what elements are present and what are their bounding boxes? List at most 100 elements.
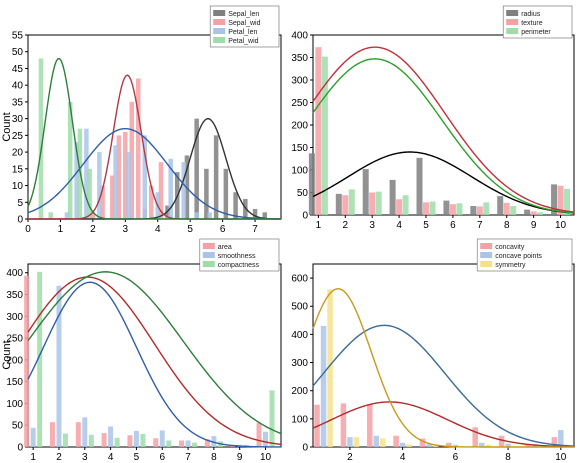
legend-label: Sepal_wid <box>228 20 260 27</box>
x-tick-label: 2 <box>343 220 349 231</box>
y-tick-label: 100 <box>6 399 23 410</box>
bar-concave-points <box>452 444 459 447</box>
legend-label: Petal_len <box>228 29 257 36</box>
legend-swatch <box>202 243 215 249</box>
bar-petal_len <box>126 152 131 219</box>
bar-petal_wid <box>87 168 92 219</box>
legend-box <box>476 238 573 272</box>
bar-concavity <box>551 437 558 447</box>
bar-texture <box>396 199 403 215</box>
bar-petal_len <box>84 128 89 219</box>
plot-frame <box>27 34 282 220</box>
bar-petal_len <box>64 212 70 219</box>
bar-concave-points <box>505 443 511 447</box>
y-tick-label: 400 <box>291 31 308 42</box>
y-axis-label: Count <box>1 112 13 141</box>
y-tick-label: 15 <box>12 164 24 175</box>
bar-sepal_len <box>252 208 258 219</box>
legend: area smoothness compactness <box>199 238 280 272</box>
bar-smoothness <box>30 427 36 447</box>
bar-compactness <box>88 434 94 447</box>
bar-radius <box>551 184 558 215</box>
bar-symmetry <box>406 444 412 447</box>
legend-swatch <box>213 28 226 34</box>
x-tick-label: 2 <box>90 224 96 235</box>
bar-compactness <box>37 271 43 447</box>
bar-concavity <box>419 438 426 447</box>
bar-area <box>204 439 210 447</box>
y-tick-label: 25 <box>12 131 24 142</box>
bar-area <box>179 440 185 447</box>
x-tick-label: 3 <box>123 224 129 235</box>
x-tick-label: 1 <box>30 452 36 463</box>
bar-petal_wid <box>48 212 53 219</box>
bar-perimeter <box>375 191 382 215</box>
legend-swatch <box>506 28 519 34</box>
y-tick-label: 30 <box>12 114 24 125</box>
bar-concavity <box>525 444 531 447</box>
bar-sepal_wid <box>129 101 135 219</box>
y-tick-label: 0 <box>302 443 308 454</box>
bar-smoothness <box>108 426 114 447</box>
bar-compactness <box>114 437 120 447</box>
bar-area <box>75 422 81 447</box>
bar-smoothness <box>159 430 165 447</box>
bar-petal_len <box>194 212 199 219</box>
legend: Sepal_len Sepal_wid Petal_len Petal_wid <box>209 5 280 48</box>
bar-perimeter <box>429 201 436 215</box>
bar-perimeter <box>564 188 571 215</box>
y-tick-label: 100 <box>291 166 308 177</box>
legend-label: perimeter <box>521 29 551 36</box>
x-tick-label: 4 <box>155 224 161 235</box>
bar-radius <box>416 157 423 215</box>
x-tick-label: 10 <box>260 452 272 463</box>
fit-curve-area <box>27 276 282 446</box>
y-tick-label: 150 <box>6 377 23 388</box>
bar-radius <box>497 196 504 215</box>
legend-label: texture <box>521 20 543 27</box>
bar-symmetry <box>353 437 360 447</box>
chart-panel-3: 0 50 100 150 200 250 300 350 400 1 2 3 4 5 6 7 8 9 10 Count… <box>1 238 282 463</box>
bar-petal_len <box>142 135 148 219</box>
y-tick-label: 40 <box>12 81 24 92</box>
bar-sepal_wid <box>123 132 128 219</box>
y-tick-label: 50 <box>297 188 309 199</box>
y-tick-label: 300 <box>6 312 23 323</box>
legend-swatch <box>202 261 215 267</box>
bar-texture <box>423 202 430 215</box>
y-tick-label: 200 <box>6 355 23 366</box>
legend-swatch <box>480 261 493 267</box>
bar-sepal_len <box>233 192 238 219</box>
legend-label: area <box>218 244 232 251</box>
bar-petal_len <box>97 152 102 219</box>
bar-concave-points <box>478 442 485 447</box>
bar-symmetry <box>380 438 386 447</box>
bar-area <box>153 438 159 447</box>
legend-swatch <box>213 10 226 16</box>
bar-perimeter <box>537 212 544 215</box>
bar-texture <box>530 211 537 215</box>
y-tick-label: 0 <box>302 211 308 222</box>
legend: radius texture perimeter <box>502 5 573 39</box>
x-tick-label: 6 <box>159 452 165 463</box>
y-tick-label: 100 <box>291 414 308 425</box>
x-tick-label: 2 <box>347 452 353 463</box>
x-tick-label: 4 <box>108 452 114 463</box>
x-tick-label: 5 <box>134 452 140 463</box>
legend-label: smoothness <box>218 253 256 260</box>
bar-texture <box>503 202 510 215</box>
y-tick-label: 350 <box>6 290 23 301</box>
bar-concave-points <box>347 437 353 447</box>
plot-frame <box>312 34 575 216</box>
bar-texture <box>449 204 456 215</box>
bar-sepal_len <box>223 168 229 219</box>
legend-label: radius <box>521 11 541 18</box>
x-tick-label: 7 <box>185 452 191 463</box>
x-tick-label: 10 <box>555 452 567 463</box>
bar-concavity <box>340 403 347 447</box>
x-tick-label: 5 <box>423 220 429 231</box>
x-tick-label: 6 <box>220 224 226 235</box>
bar-sepal_wid <box>110 175 115 219</box>
plot-frame <box>312 263 575 448</box>
legend: concavity concave points symmetry <box>476 238 573 272</box>
